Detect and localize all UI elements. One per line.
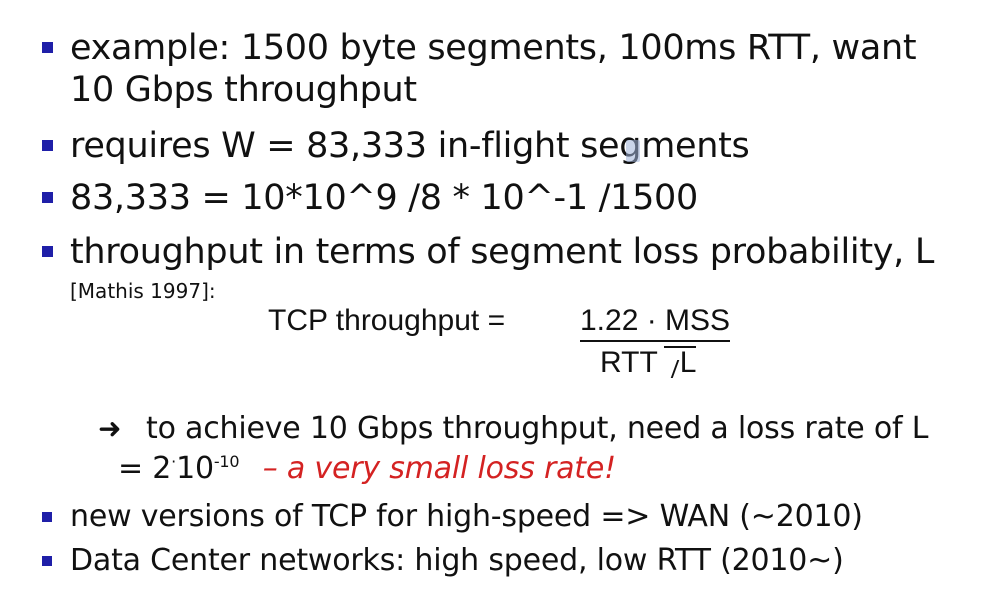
formula-denominator-rtt: RTT [600,346,658,379]
sub-point-line-1: to achieve 10 Gbps throughput, need a lo… [146,411,929,446]
loss-rate-prefix: = 2 [118,451,172,486]
formula-numerator: 1.22 · MSS [580,304,731,342]
bullet-2-line-1: requires W = 83,333 in-flight segments [70,126,750,166]
loss-rate-exponent: -10 [213,452,240,471]
sub-point-line-2: = 2·10-10 – a very small loss rate! [118,452,616,486]
formula-label: TCP throughput = [268,304,506,337]
bullet-4-line-1: throughput in terms of segment loss prob… [70,232,935,272]
bullet-marker [42,556,52,566]
loss-rate-emphasis: – a very small loss rate! [262,451,616,486]
bullet-1-line-1: example: 1500 byte segments, 100ms RTT, … [70,28,917,68]
formula-denominator-root: L [679,346,697,379]
square-root-symbol: L [663,346,697,379]
bullet-marker [42,140,53,151]
loss-rate-dot: · [171,452,177,471]
bullet-1-line-2: 10 Gbps throughput [70,70,417,110]
bullet-6-line-1: Data Center networks: high speed, low RT… [70,543,844,578]
bullet-3-line-1: 83,333 = 10*10^9 /8 * 10^-1 /1500 [70,178,698,218]
bullet-marker [42,246,53,257]
bullet-marker [42,192,53,203]
citation: [Mathis 1997]: [70,279,216,303]
loss-rate-base: 10 [176,451,214,486]
bullet-marker [42,512,52,522]
arrow-icon: ➜ [98,412,122,445]
formula-denominator: RTT L [600,346,697,380]
bullet-marker [42,42,53,53]
text-cursor-highlight [626,140,640,162]
bullet-5-line-1: new versions of TCP for high-speed => WA… [70,499,863,534]
